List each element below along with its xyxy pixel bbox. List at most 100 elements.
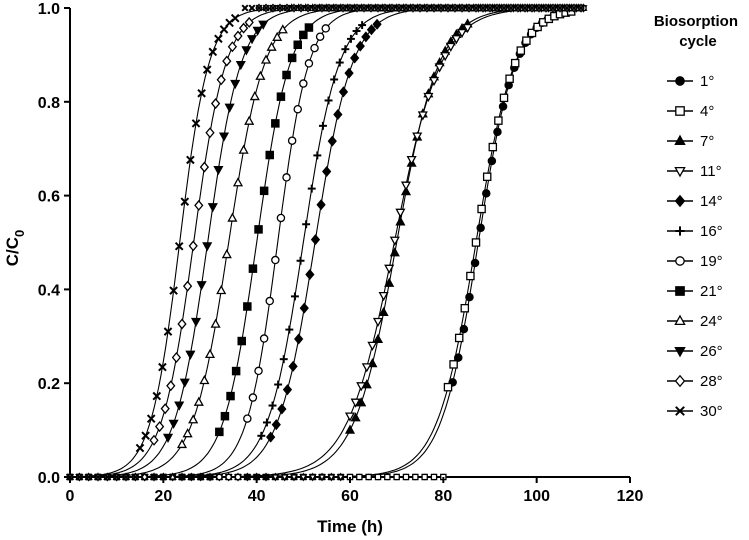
data-marker	[287, 136, 297, 145]
legend-label: 19°	[700, 253, 723, 270]
data-marker	[355, 40, 365, 52]
data-marker	[233, 30, 243, 42]
data-marker	[141, 431, 150, 440]
data-marker	[208, 47, 218, 57]
data-marker	[510, 58, 520, 68]
data-marker	[356, 397, 367, 407]
data-marker	[577, 4, 585, 12]
data-marker	[204, 348, 216, 359]
data-marker	[428, 76, 440, 87]
data-marker	[318, 4, 326, 12]
data-marker	[265, 150, 274, 160]
data-marker	[316, 199, 326, 211]
data-marker	[210, 98, 221, 110]
legend-marker	[674, 314, 686, 326]
data-marker	[361, 363, 372, 373]
legend-label: 26°	[700, 343, 723, 360]
legend-item: 26°	[667, 343, 723, 360]
data-marker	[210, 318, 221, 328]
data-marker	[476, 223, 485, 233]
data-marker	[221, 249, 232, 259]
data-marker	[232, 177, 244, 187]
data-marker	[207, 203, 218, 213]
x-tick-label: 20	[154, 488, 172, 505]
data-marker	[542, 4, 550, 12]
data-marker	[449, 360, 458, 369]
data-marker	[393, 473, 400, 481]
legend-label: 11°	[700, 163, 722, 180]
data-marker	[440, 52, 451, 62]
data-marker	[352, 27, 361, 35]
data-marker	[459, 324, 469, 334]
legend-item: 16°	[667, 223, 723, 240]
legend-item: 30°	[667, 403, 723, 420]
data-marker	[271, 474, 280, 482]
data-marker	[336, 474, 345, 482]
data-marker	[299, 30, 308, 40]
legend-item: 19°	[667, 253, 723, 270]
data-marker	[248, 4, 256, 12]
legend-marker	[674, 374, 686, 388]
legend-label: 14°	[700, 193, 723, 210]
data-marker	[487, 156, 497, 166]
data-marker	[178, 473, 186, 481]
y-tick-label: 0.4	[38, 282, 60, 299]
data-marker	[488, 142, 498, 152]
data-marker	[365, 473, 372, 481]
data-marker	[296, 256, 305, 265]
data-marker	[412, 473, 419, 481]
data-marker	[384, 277, 395, 287]
data-marker	[282, 70, 291, 80]
data-marker	[243, 414, 252, 423]
data-marker	[215, 427, 224, 437]
data-marker	[344, 67, 354, 79]
data-marker	[246, 35, 258, 45]
data-marker	[430, 4, 438, 12]
legend-marker	[675, 286, 685, 296]
data-marker	[274, 380, 283, 389]
data-marker	[285, 325, 294, 334]
data-marker	[299, 79, 308, 88]
data-marker	[570, 4, 578, 12]
data-marker	[168, 472, 177, 480]
data-marker	[199, 161, 210, 173]
x-tick-label: 0	[66, 488, 75, 505]
data-marker	[356, 473, 363, 481]
data-marker	[277, 24, 288, 34]
x-tick-label: 100	[523, 488, 550, 505]
data-marker	[471, 238, 481, 247]
data-marker	[276, 4, 284, 12]
data-marker	[500, 4, 508, 12]
data-marker	[166, 380, 176, 392]
data-marker	[213, 165, 224, 176]
data-marker	[271, 419, 281, 431]
data-marker	[528, 4, 536, 12]
data-marker	[241, 46, 252, 56]
data-marker	[498, 102, 508, 111]
data-marker	[395, 4, 403, 12]
data-marker	[262, 472, 270, 482]
data-marker	[243, 302, 252, 311]
data-marker	[294, 333, 304, 345]
data-marker	[177, 318, 187, 330]
data-marker	[94, 473, 102, 481]
data-marker	[333, 108, 343, 121]
data-marker	[202, 65, 212, 74]
data-marker	[241, 4, 249, 12]
data-marker	[244, 474, 251, 480]
data-marker	[318, 121, 327, 130]
data-marker	[222, 55, 232, 67]
data-marker	[346, 4, 354, 12]
data-marker	[190, 317, 202, 328]
legend-title-line-2: cycle	[679, 33, 717, 50]
data-marker	[302, 220, 311, 229]
legend-marker	[674, 134, 686, 146]
data-marker	[254, 225, 263, 234]
data-marker	[423, 4, 431, 12]
legend-title-line-1: Biosorption	[654, 13, 738, 30]
data-marker	[269, 4, 277, 12]
legend-marker	[674, 166, 686, 178]
data-marker	[366, 24, 377, 36]
data-marker	[169, 286, 178, 295]
data-marker	[76, 473, 83, 481]
